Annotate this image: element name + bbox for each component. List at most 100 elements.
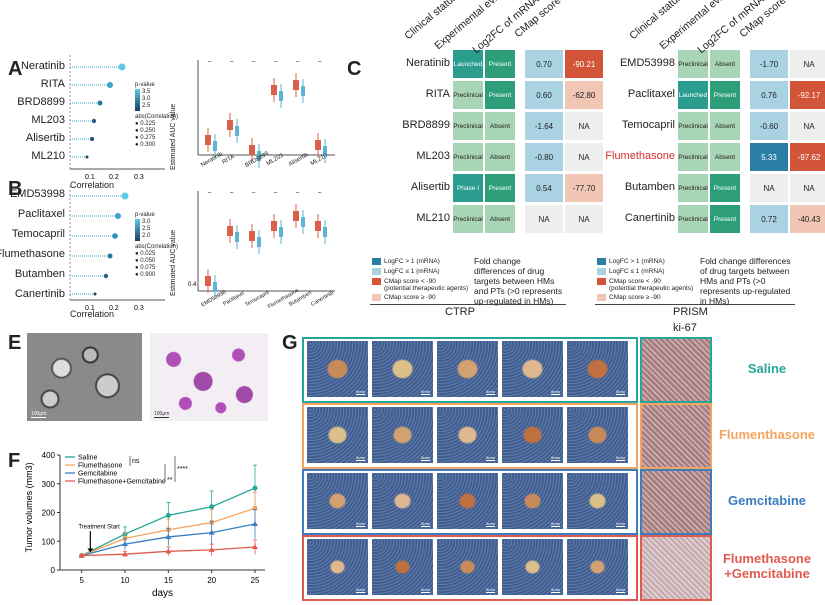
- panel-a-xlabel: Correlation: [70, 180, 115, 190]
- ctrp-cell: -1.64: [525, 112, 563, 140]
- prism-cell: Absent: [710, 143, 740, 171]
- ctrp-cell: -90.21: [565, 50, 603, 78]
- box-sig: –: [252, 190, 256, 196]
- tumor-photo: 5mm: [502, 341, 563, 397]
- box-rect: [323, 227, 327, 237]
- ctrp-cell: -77.70: [565, 174, 603, 202]
- series-point: [208, 546, 215, 552]
- series-point: [208, 529, 215, 535]
- panel-letter-f: F: [8, 450, 21, 472]
- scale-bar: 5mm: [616, 521, 625, 527]
- panel-b-boxes: – – – – – –: [205, 190, 327, 299]
- ki67-ihc-image: [640, 403, 712, 469]
- panel-b-dot: [107, 253, 113, 259]
- sig-label: **: [167, 477, 173, 484]
- treatment-group-label: Saline: [747, 360, 787, 376]
- series-point: [122, 541, 128, 547]
- ctrp-cell: 0.54: [525, 174, 563, 202]
- panel-letter-b: B: [8, 178, 23, 200]
- panel-b-legend: p-value 3.0 2.5 2.0 abs(Correlation) ● 0.0…: [135, 212, 179, 278]
- y-tick-label: 300: [42, 480, 56, 489]
- tumor-photo: 5mm: [437, 341, 498, 397]
- panel-a-drug: ML203: [31, 114, 65, 126]
- tumor-photo: 5mm: [372, 473, 433, 529]
- tumor-photo-row: 5mm 5mm 5mm 5mm 5mm: [302, 337, 638, 403]
- box-sig: –: [318, 190, 322, 196]
- svg-text:0.3: 0.3: [134, 305, 144, 312]
- prism-cell: NA: [750, 174, 788, 202]
- ctrp-cell: Phase I: [453, 174, 483, 202]
- scale-bar: 5mm: [616, 389, 625, 395]
- prism-cell: Preclinical: [678, 112, 708, 140]
- tumor-photo: 5mm: [567, 341, 628, 397]
- ctrp-title: CTRP: [445, 306, 475, 318]
- prism-fc-note: Fold change differences of drug targets …: [700, 256, 791, 306]
- tumor-photo: 5mm: [567, 473, 628, 529]
- sig-label: ****: [177, 466, 188, 473]
- box-rect: [213, 282, 217, 292]
- ctrp-cell: Launched: [453, 50, 483, 78]
- scale-bar: 5mm: [421, 389, 430, 395]
- annotation-label: Treatment Start: [78, 524, 120, 530]
- x-tick-label: 5: [79, 576, 84, 585]
- prism-cell: Present: [710, 205, 740, 233]
- box-rect: [257, 237, 261, 247]
- box-sig: –: [274, 190, 278, 196]
- ctrp-drug-name: Neratinib: [405, 57, 450, 69]
- panel-a-dot: [90, 137, 94, 141]
- prism-cell: Preclinical: [678, 174, 708, 202]
- series-point: [165, 512, 171, 518]
- panel-a-stems: [70, 66, 122, 158]
- ctrp-cell: NA: [565, 112, 603, 140]
- sig-label: ns: [132, 458, 140, 465]
- y-tick-label: 0: [51, 566, 56, 575]
- series-point: [209, 504, 215, 510]
- treatment-group-label: Flumenthasone: [718, 426, 816, 442]
- box-rect: [315, 221, 321, 231]
- series-point: [165, 533, 172, 539]
- ctrp-cell: Present: [485, 81, 515, 109]
- y-tick-label: 100: [42, 537, 56, 546]
- prism-cell: Preclinical: [678, 143, 708, 171]
- panel-a-dot: [107, 82, 113, 88]
- panel-a-boxplot: – – – – – –: [197, 59, 335, 168]
- scale-bar: 5mm: [421, 587, 430, 593]
- prism-drug-name: Canertinib: [624, 212, 675, 224]
- scale-bar: 5mm: [421, 455, 430, 461]
- panel-b-dot: [103, 273, 109, 279]
- ctrp-cell: Absent: [485, 205, 515, 233]
- prism-drug-name: Flumethasone: [605, 150, 675, 162]
- tumor-photo: 5mm: [437, 473, 498, 529]
- ctrp-cell: Preclinical: [453, 81, 483, 109]
- tumor-photo: 5mm: [567, 407, 628, 463]
- ctrp-cell: Preclinical: [453, 205, 483, 233]
- x-tick-label: 15: [164, 576, 173, 585]
- series-point: [252, 521, 258, 526]
- box-rect: [301, 217, 305, 227]
- y-axis-label: Tumor volumes (mm3): [24, 462, 34, 552]
- panel-a-tick: 0.3: [134, 174, 144, 181]
- ctrp-cell: Present: [485, 50, 515, 78]
- prism-cell: -40.43: [790, 205, 825, 233]
- panel-b-xlabel: Correlation: [70, 309, 115, 319]
- ctrp-cell: NA: [525, 205, 563, 233]
- scale-bar: 5mm: [421, 521, 430, 527]
- ctrp-cell: Preclinical: [453, 112, 483, 140]
- panel-b-drug: Canertinib: [14, 288, 65, 300]
- panel-b-drug: Flumethasone: [0, 248, 65, 260]
- box-rect: [279, 227, 283, 237]
- prism-cell: Present: [710, 81, 740, 109]
- tumor-photo: 5mm: [567, 539, 628, 595]
- ki67-ihc-image: [640, 469, 712, 535]
- scale-bar: 5mm: [486, 455, 495, 461]
- ctrp-cell: 0.70: [525, 50, 563, 78]
- prism-drug-name: Butamben: [624, 181, 675, 193]
- box-sig: –: [208, 190, 212, 196]
- panel-b-dot: [115, 213, 121, 219]
- ctrp-drug-name: BRD8899: [402, 119, 450, 131]
- svg-text:0.2: 0.2: [109, 305, 119, 312]
- prism-cell: 5.33: [750, 143, 788, 171]
- panel-a-drug: RITA: [40, 78, 65, 90]
- box-rect: [227, 120, 233, 130]
- box-sig: –: [230, 190, 234, 196]
